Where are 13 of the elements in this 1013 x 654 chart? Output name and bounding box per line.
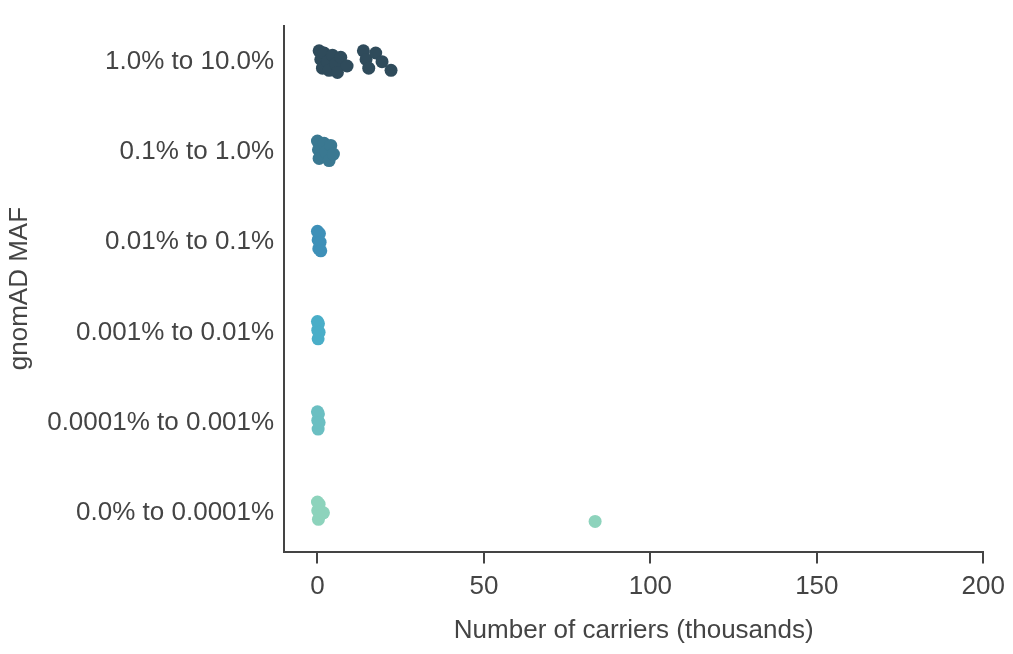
x-tick-label: 150	[795, 570, 839, 601]
y-axis-title: gnomAD MAF	[2, 206, 33, 371]
x-tick-label: 200	[961, 570, 1006, 601]
y-tick-label: 0.0% to 0.0001%	[76, 495, 275, 526]
x-tick-label: 50	[469, 570, 499, 601]
x-tick-label: 0	[310, 570, 325, 601]
y-tick-label: 1.0% to 10.0%	[105, 44, 275, 75]
y-tick-label: 0.0001% to 0.001%	[47, 405, 275, 436]
y-tick-label: 0.001% to 0.01%	[76, 315, 275, 346]
x-tick-label: 100	[628, 570, 673, 601]
x-axis-title: Number of carriers (thousands)	[453, 613, 814, 644]
y-tick-label: 0.01% to 0.1%	[105, 225, 275, 256]
y-tick-label: 0.1% to 1.0%	[119, 135, 275, 166]
